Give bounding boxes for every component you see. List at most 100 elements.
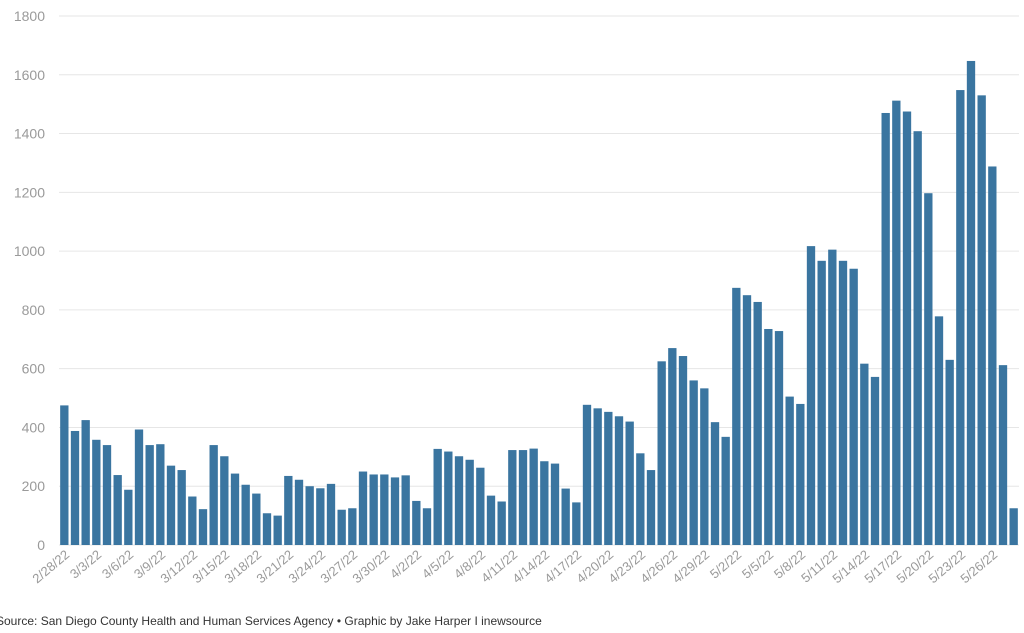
bar-3/13/22 xyxy=(198,509,208,545)
bar-3/18/22 xyxy=(252,493,261,545)
bar-5/8/22 xyxy=(796,403,805,545)
bar-5/1/22 xyxy=(721,436,730,545)
bar-5/5/22 xyxy=(764,328,773,545)
bar-3/7/22 xyxy=(134,429,144,545)
y-tick-label: 200 xyxy=(22,478,46,494)
bar-5/12/22 xyxy=(838,260,848,545)
bar-3/12/22 xyxy=(188,496,197,545)
x-tick-label: 3/30/22 xyxy=(349,547,392,586)
bar-4/3/22 xyxy=(422,508,432,545)
bar-5/9/22 xyxy=(806,246,816,545)
y-tick-label: 400 xyxy=(22,419,46,435)
bar-3/15/22 xyxy=(220,456,229,545)
bar-3/26/22 xyxy=(337,509,346,545)
bar-3/2/22 xyxy=(81,420,90,545)
bars xyxy=(60,60,1018,546)
bar-3/22/22 xyxy=(294,479,304,545)
bar-4/10/22 xyxy=(497,501,506,545)
bar-3/28/22 xyxy=(358,471,368,545)
bar-4/20/22 xyxy=(604,411,613,545)
bar-5/17/22 xyxy=(892,100,901,545)
source-note: Source: San Diego County Health and Huma… xyxy=(0,614,542,628)
bar-4/16/22 xyxy=(561,488,570,545)
bar-3/30/22 xyxy=(380,474,389,545)
y-tick-label: 1600 xyxy=(14,67,45,83)
bar-5/16/22 xyxy=(881,112,890,545)
bar-5/22/22 xyxy=(945,359,954,545)
bar-5/10/22 xyxy=(817,260,826,545)
x-tick-label: 2/28/22 xyxy=(29,547,72,586)
x-tick-label: 4/2/22 xyxy=(387,547,424,582)
bar-4/26/22 xyxy=(668,348,677,545)
bar-5/14/22 xyxy=(860,363,869,545)
bar-4/18/22 xyxy=(582,404,592,545)
y-axis: 0 200 400 600 800 1000 1200 1400 1600 1800 xyxy=(14,8,45,553)
bar-5/18/22 xyxy=(902,111,912,545)
bar-4/13/22 xyxy=(529,448,538,545)
bar-4/30/22 xyxy=(710,422,720,545)
bar-4/1/22 xyxy=(401,475,410,545)
x-tick-label: 4/29/22 xyxy=(669,547,712,586)
bar-4/14/22 xyxy=(540,461,549,545)
bar-5/7/22 xyxy=(785,396,794,545)
bar-4/22/22 xyxy=(625,421,634,545)
bar-5/20/22 xyxy=(924,193,933,545)
bar-3/25/22 xyxy=(326,483,336,545)
bar-4/23/22 xyxy=(636,453,645,545)
y-tick-label: 800 xyxy=(22,302,46,318)
bar-2/28/22 xyxy=(60,405,69,545)
bar-4/15/22 xyxy=(550,463,560,545)
bar-3/5/22 xyxy=(113,475,122,545)
y-tick-label: 0 xyxy=(37,537,45,553)
bar-4/27/22 xyxy=(678,356,688,545)
bar-3/23/22 xyxy=(305,486,314,545)
x-tick-label: 5/26/22 xyxy=(957,547,1000,586)
bar-3/9/22 xyxy=(156,444,165,545)
bar-4/17/22 xyxy=(572,502,581,545)
bar-5/26/22 xyxy=(988,166,997,545)
bar-5/6/22 xyxy=(774,331,784,545)
bar-4/29/22 xyxy=(700,388,709,545)
y-tick-label: 1200 xyxy=(14,184,45,200)
bar-3/21/22 xyxy=(284,475,293,545)
bar-3/4/22 xyxy=(102,445,112,545)
bar-4/2/22 xyxy=(412,500,421,545)
x-tick-label: 3/6/22 xyxy=(99,547,136,582)
bar-3/27/22 xyxy=(348,508,357,545)
bar-4/21/22 xyxy=(614,416,624,545)
bar-5/4/22 xyxy=(753,301,762,545)
bar-5/25/22 xyxy=(977,95,986,545)
bar-5/19/22 xyxy=(913,131,922,545)
y-tick-label: 600 xyxy=(22,361,46,377)
x-tick-label: 5/5/22 xyxy=(739,547,776,582)
bar-3/8/22 xyxy=(145,445,154,545)
bar-4/24/22 xyxy=(646,470,656,545)
bar-4/7/22 xyxy=(465,459,474,545)
bar-3/16/22 xyxy=(230,473,240,545)
bar-5/23/22 xyxy=(956,90,965,545)
bar-4/4/22 xyxy=(433,448,442,545)
bar-3/3/22 xyxy=(92,439,101,545)
bar-5/15/22 xyxy=(870,376,880,545)
bar-3/19/22 xyxy=(262,513,272,545)
bar-4/12/22 xyxy=(518,450,528,545)
bar-3/14/22 xyxy=(209,445,218,545)
bar-3/29/22 xyxy=(369,474,378,545)
bar-4/28/22 xyxy=(689,380,698,545)
bar-4/19/22 xyxy=(593,408,602,545)
bar-3/6/22 xyxy=(124,489,133,545)
bar-5/27/22 xyxy=(998,365,1008,545)
bar-4/8/22 xyxy=(476,467,485,545)
x-axis: 2/28/223/3/223/6/223/9/223/12/223/15/223… xyxy=(29,547,1000,586)
bar-5/11/22 xyxy=(828,249,837,545)
bar-5/3/22 xyxy=(742,295,752,545)
bar-5/13/22 xyxy=(849,268,858,545)
bar-3/1/22 xyxy=(70,430,80,545)
bar-4/11/22 xyxy=(508,450,517,545)
y-tick-label: 1000 xyxy=(14,243,45,259)
bar-3/17/22 xyxy=(241,484,250,545)
bar-5/2/22 xyxy=(732,287,741,545)
bar-4/5/22 xyxy=(444,451,453,545)
x-tick-label: 3/3/22 xyxy=(67,547,104,582)
